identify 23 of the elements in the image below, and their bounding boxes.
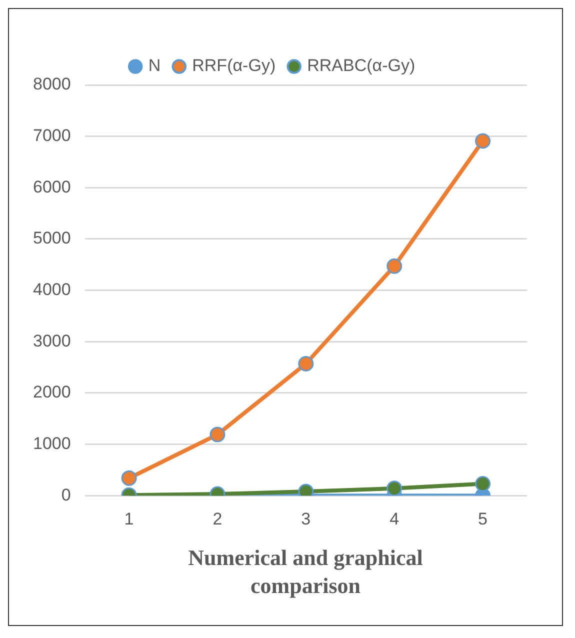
y-tick-label: 6000 [32,177,71,196]
point [386,258,402,274]
y-tick-label: 4000 [32,280,71,299]
point [121,470,137,486]
legend-label: RRABC(α-Gy) [307,56,416,76]
y-tick-label: 2000 [32,382,71,402]
y-tick-label: 0 [61,485,71,504]
y-tick-label: 7000 [32,126,71,146]
y-tick-label: 8000 [32,74,71,94]
point [210,426,226,442]
x-axis-title: Numerical and graphical comparison [187,544,424,600]
y-tick-label: 5000 [32,228,71,248]
y-tick-label: 1000 [32,434,71,453]
x-tick-label: 3 [301,509,311,528]
x-tick-label: 1 [124,509,134,528]
point [475,133,491,149]
x-tick-label: 5 [478,509,488,528]
legend-label: N [148,56,161,76]
legend-label: RRF(α-Gy) [192,56,276,76]
x-tick-label: 2 [212,509,222,528]
point [298,356,314,372]
y-tick-label: 3000 [32,331,71,350]
x-tick-label: 4 [390,509,400,528]
